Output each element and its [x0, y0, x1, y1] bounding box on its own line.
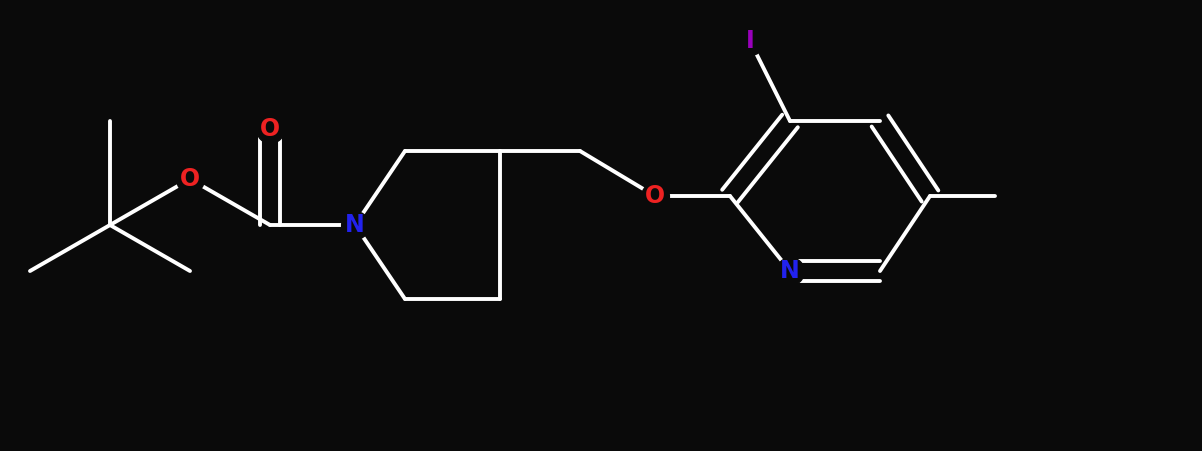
Text: O: O — [180, 167, 200, 191]
Text: O: O — [645, 184, 665, 208]
Text: O: O — [260, 117, 280, 141]
Text: I: I — [745, 29, 755, 53]
Text: N: N — [345, 213, 365, 237]
Text: N: N — [780, 259, 799, 283]
